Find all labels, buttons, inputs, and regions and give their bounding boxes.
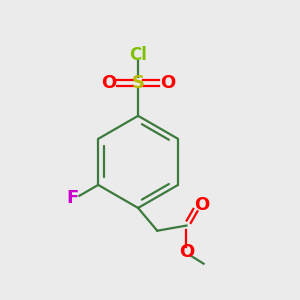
Text: S: S	[132, 74, 145, 92]
Text: F: F	[67, 189, 79, 207]
Text: O: O	[179, 243, 194, 261]
Text: O: O	[194, 196, 209, 214]
Text: Cl: Cl	[129, 46, 147, 64]
Text: O: O	[101, 74, 116, 92]
Text: O: O	[160, 74, 175, 92]
